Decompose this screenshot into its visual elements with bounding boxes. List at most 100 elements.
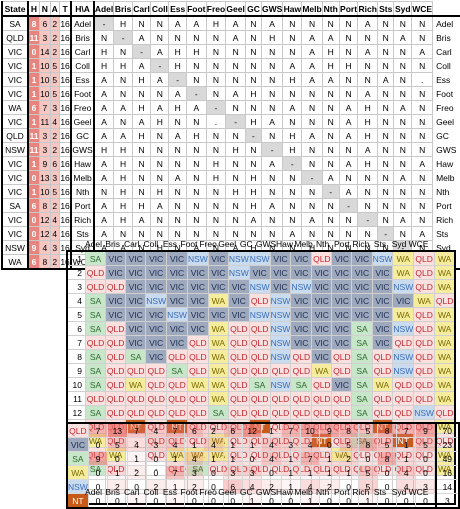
matchup-cell: N xyxy=(131,142,152,157)
matchup-cell: N xyxy=(411,212,434,227)
venue-state-cell: NSW xyxy=(413,405,436,420)
venue-state-cell: VIC xyxy=(331,377,353,392)
venue-state-cell: WA xyxy=(392,265,415,280)
venue-state-cell: VIC xyxy=(331,250,353,266)
team-name-right: Coll xyxy=(436,60,451,71)
venue-state-cell: QLD xyxy=(311,377,333,392)
venue-state-cell: WA xyxy=(371,377,394,392)
header-a: A xyxy=(49,1,60,17)
venue-state-cell: VIC xyxy=(125,279,147,294)
head-to-head-table: State H N A T H\A Adel Bris Carl Coll Ess Foot Freo G… xyxy=(0,1,460,270)
col-header: GWS xyxy=(260,1,284,17)
matchup-cell: N xyxy=(260,128,284,143)
venue-state-cell: VIC xyxy=(290,265,313,280)
matchup-cell: N xyxy=(301,184,323,199)
count-cell: 16 xyxy=(58,198,73,213)
summary-count: 1 xyxy=(222,451,243,466)
summary-count: 9 xyxy=(87,451,109,466)
venue-state-cell: QLD xyxy=(413,265,436,280)
column-label: Adel xyxy=(85,487,103,497)
matchup-cell: N xyxy=(377,128,395,143)
venue-state-cell: QLD xyxy=(290,405,313,420)
column-label: Syd xyxy=(391,487,407,497)
round-row: 6 SA QLD VIC VIC VIC VIC WA QLD QLD NSW VIC VIC VIC SA… xyxy=(66,321,457,336)
venue-state-cell: VIC xyxy=(290,321,313,336)
count-cell: 2 xyxy=(49,30,60,45)
venue-state-cell: QLD xyxy=(248,321,271,336)
summary-count: 4 xyxy=(184,451,205,466)
matchup-cell: A xyxy=(338,100,359,115)
matchup-cell: N xyxy=(301,156,323,171)
column-label: WCE xyxy=(408,487,429,497)
summary-count: 3 xyxy=(241,465,263,480)
summary-count: 1 xyxy=(184,437,205,452)
count-cell: 3 xyxy=(49,170,60,185)
venue-state-cell: QLD xyxy=(145,363,168,378)
matchup-cell: - xyxy=(260,142,284,157)
matchup-cell: N xyxy=(377,170,395,185)
matchup-cell: N xyxy=(377,86,395,101)
matchup-cell: H xyxy=(113,15,133,31)
matchup-cell: - xyxy=(244,128,262,143)
matchup-cell: H xyxy=(113,58,133,73)
venue-state-cell: NSW xyxy=(186,250,209,266)
matchup-cell: H xyxy=(244,114,262,129)
column-label: Nth xyxy=(316,487,330,497)
count-cell: 2 xyxy=(49,142,60,157)
matchup-cell: N xyxy=(393,72,413,87)
matchup-cell: N xyxy=(377,44,395,59)
venue-state-cell: VIC xyxy=(371,265,394,280)
summary-count: 1 xyxy=(126,451,147,466)
venue-state-cell: SA xyxy=(290,377,313,392)
summary-state-label: NSW xyxy=(65,479,89,494)
column-label: Melb xyxy=(294,239,313,249)
venue-state-cell: VIC xyxy=(311,279,333,294)
venue-state-cell: NSW xyxy=(227,265,250,280)
count-cell: 16 xyxy=(58,114,73,129)
column-label: Haw xyxy=(275,239,293,249)
count-cell: 6 xyxy=(27,254,40,270)
matchup-cell: H xyxy=(168,100,187,115)
summary-total: 23 xyxy=(434,437,460,452)
team-row: VIC 0 12 4 16 Sts A N N N N N N N N N A N N N N - N A Sts xyxy=(0,226,460,241)
venue-state-cell: QLD xyxy=(290,363,313,378)
matchup-cell: N xyxy=(225,44,246,59)
team-name-right: Bris xyxy=(436,32,451,43)
venue-state-cell: WA xyxy=(434,279,457,294)
matchup-cell: N xyxy=(131,170,152,185)
matchup-cell: N xyxy=(393,114,413,129)
state-cell: VIC xyxy=(0,170,30,185)
column-label: Freo xyxy=(199,487,217,497)
matchup-cell: H xyxy=(225,142,246,157)
state-cell: NSW xyxy=(0,142,30,157)
column-label: WCE xyxy=(408,239,429,249)
venue-state-cell: VIC xyxy=(166,265,188,280)
matchup-cell: H xyxy=(244,198,262,213)
summary-row: VIC 0 5 4 3 4 1 4 1 1 4 3 4 0 5 8 5 1 5 23 xyxy=(65,437,460,452)
matchup-cell: A xyxy=(168,128,187,143)
count-cell: 11 xyxy=(27,30,40,45)
venue-state-cell: VIC xyxy=(331,335,353,350)
venue-state-cell: QLD xyxy=(290,349,313,364)
matchup-cell: N xyxy=(150,212,170,227)
venue-state-cell: SA xyxy=(351,377,373,392)
matchup-cell: N xyxy=(260,86,284,101)
summary-state-label: WA xyxy=(65,465,89,480)
state-cell: NSW xyxy=(0,240,30,255)
count-cell: 16 xyxy=(58,128,73,143)
venue-state-cell: QLD xyxy=(371,349,394,364)
summary-count: 0 xyxy=(241,451,263,466)
matchup-cell: N xyxy=(321,198,340,213)
venue-state-cell: QLD xyxy=(413,363,436,378)
state-cell: VIC xyxy=(0,86,30,101)
matchup-cell: H xyxy=(113,156,133,171)
count-cell: 2 xyxy=(49,198,60,213)
count-cell: 4 xyxy=(49,212,60,227)
matchup-cell: A xyxy=(282,58,303,73)
matchup-cell: N xyxy=(411,15,434,31)
header-h: H xyxy=(27,1,40,17)
venue-state-cell: QLD xyxy=(186,349,209,364)
matchup-cell: A xyxy=(411,44,434,59)
round-number: 10 xyxy=(66,377,86,392)
venue-state-cell: WA xyxy=(434,391,457,406)
